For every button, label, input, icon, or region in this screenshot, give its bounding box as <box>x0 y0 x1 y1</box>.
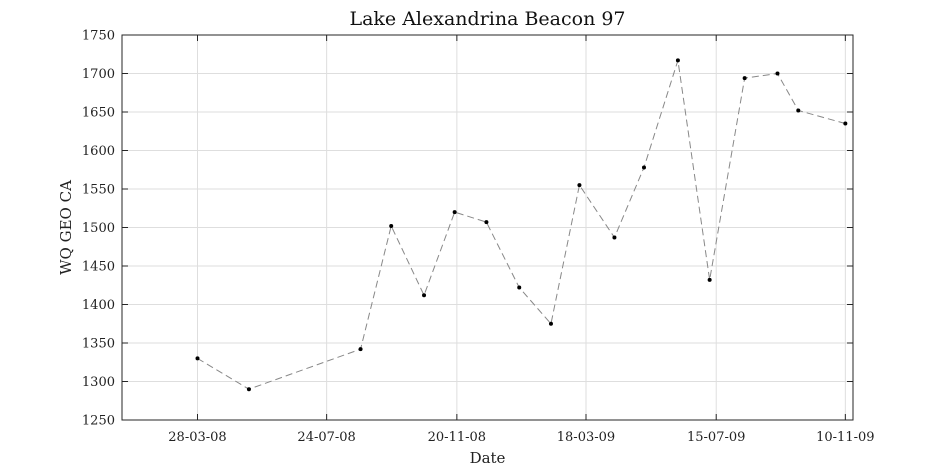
y-tick-label: 1250 <box>82 414 115 429</box>
data-point <box>452 210 457 215</box>
y-axis-title: WQ GEO CA <box>57 180 75 275</box>
data-point <box>389 223 394 228</box>
y-tick-label: 1300 <box>82 375 115 390</box>
y-tick-label: 1500 <box>82 221 115 236</box>
x-tick-label: 15-07-09 <box>687 430 745 445</box>
data-point <box>641 165 646 170</box>
data-point <box>577 183 582 188</box>
data-point <box>358 347 363 352</box>
y-tick-label: 1350 <box>82 337 115 352</box>
axis-ticks: 1250 1300 1350 1400 1450 1500 1550 1600 1650 1700… <box>82 29 875 446</box>
y-tick-label: 1400 <box>82 298 115 313</box>
data-point <box>422 293 427 298</box>
data-point <box>775 71 780 76</box>
series-layer <box>195 58 848 392</box>
series-line <box>197 60 846 390</box>
x-tick-label: 24-07-08 <box>297 430 355 445</box>
y-tick-label: 1700 <box>82 67 115 82</box>
data-point <box>195 356 200 361</box>
data-point <box>742 76 747 81</box>
data-point <box>843 121 848 126</box>
y-tick-label: 1450 <box>82 260 115 275</box>
data-point <box>246 387 251 392</box>
x-axis-title: Date <box>470 449 506 467</box>
data-point <box>517 285 522 290</box>
y-tick-label: 1650 <box>82 106 115 121</box>
y-tick-label: 1750 <box>82 29 115 44</box>
y-tick-label: 1600 <box>82 144 115 159</box>
chart-title: Lake Alexandrina Beacon 97 <box>349 8 625 30</box>
data-point <box>707 277 712 282</box>
data-point <box>548 321 553 326</box>
data-point <box>675 58 680 63</box>
x-tick-label: 20-11-08 <box>428 430 486 445</box>
y-tick-label: 1550 <box>82 183 115 198</box>
data-point <box>612 235 617 240</box>
x-tick-label: 10-11-09 <box>816 430 874 445</box>
x-tick-label: 28-03-08 <box>168 430 226 445</box>
x-tick-label: 18-03-09 <box>557 430 615 445</box>
data-point <box>484 220 489 225</box>
data-point <box>796 108 801 113</box>
